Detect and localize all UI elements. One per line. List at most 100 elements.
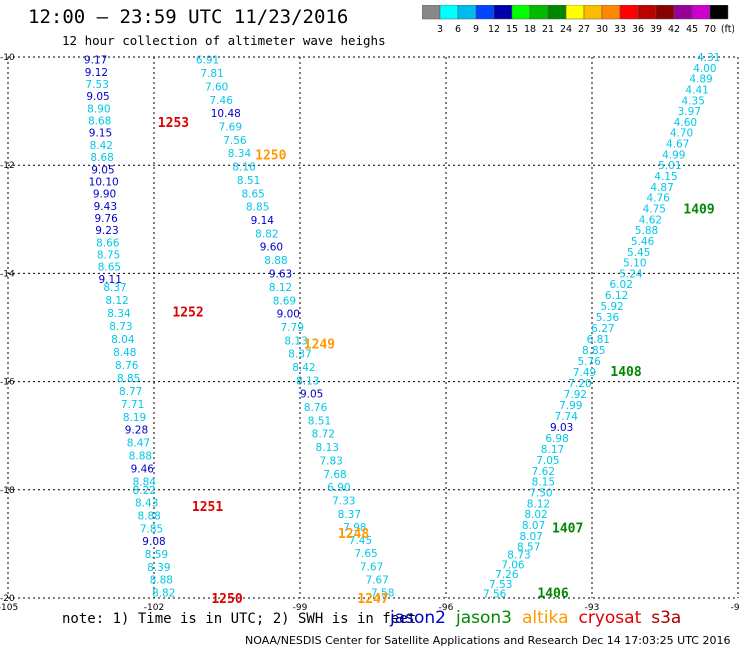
wave-height-value: 7.92 [564,389,587,401]
mission-legend: jason2 jason3 altika cryosat s3a [390,608,691,628]
wave-height-value: 7.50 [529,488,552,500]
wave-height-value: 8.66 [96,237,120,249]
y-tick-label: -18 [0,486,15,496]
wave-height-value: 9.90 [93,189,116,201]
wave-height-value: 7.67 [365,574,388,586]
wave-height-value: 9.12 [85,67,108,79]
wave-height-value: 10.48 [211,108,241,120]
wave-height-value: 9.46 [131,464,155,476]
wave-height-value: 5.88 [635,225,658,237]
pass-jason3-1408: 6.026.125.925.366.276.818.855.767.497.20… [532,279,642,478]
wave-height-value: 9.00 [277,309,300,321]
color-scale-label: 18 [524,24,536,35]
wave-height-value: 8.82 [255,228,278,240]
x-tick-label: -99 [293,603,308,613]
y-tick-label: -10 [0,53,15,63]
wave-height-value: 8.82 [152,588,175,600]
wave-height-value: 8.75 [97,249,120,261]
wave-height-value: 6.81 [587,334,610,346]
wave-height-value: 5.45 [627,247,650,259]
x-tick-label: -96 [439,603,454,613]
wave-height-value: 4.99 [662,149,685,161]
wave-height-value: 7.85 [140,523,163,535]
wave-height-value: 7.99 [559,400,582,412]
wave-height-value: 8.48 [113,347,136,359]
wave-height-value: 5.24 [619,268,643,280]
color-scale-label: 15 [506,24,518,35]
wave-height-value: 8.37 [338,509,361,521]
wave-height-value: 8.16 [232,162,256,174]
pass-cryosat-1253: 9.179.127.539.058.908.689.158.428.689.05… [84,55,189,286]
wave-height-value: 4.60 [674,117,697,129]
wave-height-value: 10.10 [89,176,119,188]
wave-height-value: 7.71 [121,399,144,411]
wave-height-value: 7.68 [323,469,346,481]
wave-height-value: 7.49 [573,367,596,379]
wave-height-value: 8.76 [304,402,328,414]
wave-height-value: 8.04 [111,334,135,346]
wave-height-value: 7.62 [532,466,555,478]
wave-height-value: 9.05 [300,389,323,401]
wave-height-value: 6.98 [545,433,568,445]
wave-height-value: 5.92 [600,301,623,313]
wave-height-value: 8.13 [296,375,319,387]
wave-height-value: 5.46 [631,236,655,248]
wave-height-value: 8.88 [264,255,287,267]
wave-height-value: 7.79 [281,322,304,334]
wave-height-value: 8.77 [119,386,142,398]
y-tick-label: -20 [0,594,15,604]
wave-height-value: 7.98 [343,522,366,534]
wave-height-value: 8.85 [246,202,269,214]
wave-height-value: 8.47 [127,438,150,450]
wave-height-value: 5.36 [596,312,620,324]
color-scale-label: 45 [686,24,698,35]
wave-height-value: 4.31 [697,52,720,64]
wave-height-value: 9.05 [86,91,109,103]
note-text: note: 1) Time is in UTC; 2) SWH is in fe… [62,611,417,627]
wave-height-value: 8.12 [527,498,550,510]
color-scale-label: 39 [650,24,662,35]
wave-height-value: 8.59 [145,549,168,561]
color-scale-label: 27 [578,24,590,35]
wave-height-value: 5.76 [577,356,601,368]
wave-height-value: 8.90 [87,103,110,115]
wave-height-value: 8.68 [90,152,113,164]
wave-height-value: 8.72 [312,429,335,441]
wave-height-value: 6.02 [610,279,633,291]
wave-height-value: 7.74 [555,411,579,423]
pass-label: 1407 [552,522,583,537]
wave-height-value: 8.17 [541,444,564,456]
pass-label: 1253 [158,116,189,131]
wave-height-value: 9.23 [95,225,118,237]
wave-height-value: 8.69 [273,295,296,307]
legend-altika: altika [522,608,569,628]
wave-height-value: 7.06 [501,559,525,571]
wave-height-value: 7.53 [489,579,512,591]
wave-height-value: 7.33 [332,496,355,508]
wave-height-value: 8.07 [522,520,545,532]
wave-height-value: 8.84 [133,477,157,489]
wave-height-value: 4.35 [682,95,705,107]
pass-label: 1408 [610,365,641,380]
wave-height-value: 4.75 [643,203,666,215]
pass-cryosat-1252: 8.378.128.348.738.048.488.768.858.777.71… [103,282,203,489]
wave-height-value: 7.05 [536,455,559,467]
wave-height-value: 9.76 [94,213,118,225]
pass-label: 1251 [192,500,223,515]
wave-height-value: 9.17 [84,55,107,67]
wave-height-value: 4.62 [639,214,662,226]
wave-height-value: 9.43 [94,201,117,213]
wave-height-value: 5.10 [623,258,646,270]
color-scale-label: 21 [542,24,554,35]
pass-label: 1247 [357,592,388,607]
pass-label: 1252 [172,305,203,320]
color-scale-label: 30 [596,24,608,35]
wave-height-value: 8.02 [524,509,547,521]
wave-height-value: 4.76 [646,193,670,205]
wave-height-value: 7.83 [319,455,342,467]
color-scale-label: 70 [704,24,716,35]
wave-height-value: 8.13 [284,335,307,347]
wave-height-value: 3.97 [678,106,701,118]
